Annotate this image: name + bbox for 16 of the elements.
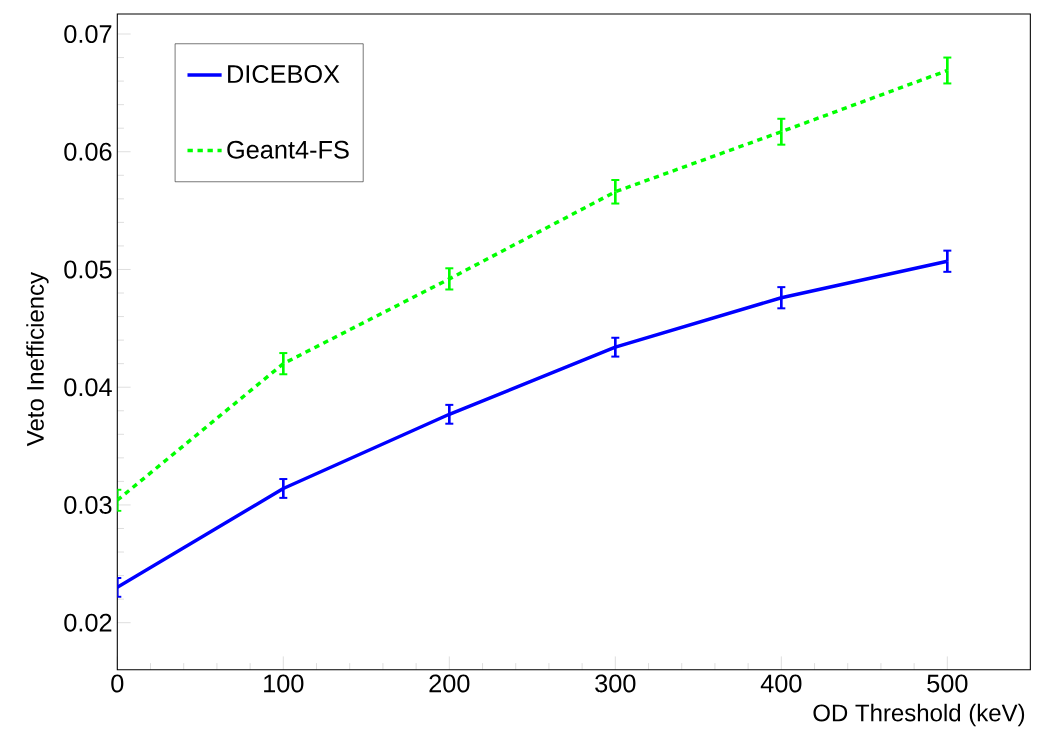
legend-label: DICEBOX [228,65,340,84]
x-tick-label: 100 [264,674,304,693]
y-tick-label: 0.03 [64,496,112,515]
x-tick-label: 500 [927,674,968,693]
x-axis-title: OD Threshold (keV) [813,703,1025,727]
x-tick-label: 300 [595,674,636,693]
y-axis-title: Veto Inefficiency [26,272,49,447]
y-tick-label: 0.02 [64,613,112,632]
legend-label: Geant4-FS [227,140,349,159]
y-tick-label: 0.05 [64,260,112,279]
x-tick-label: 400 [760,674,802,693]
x-tick-label: 200 [429,674,470,693]
x-tick-label: 0 [111,674,124,693]
y-tick-label: 0.04 [64,378,112,397]
y-tick-label: 0.07 [64,25,112,44]
y-tick-label: 0.06 [64,142,112,161]
